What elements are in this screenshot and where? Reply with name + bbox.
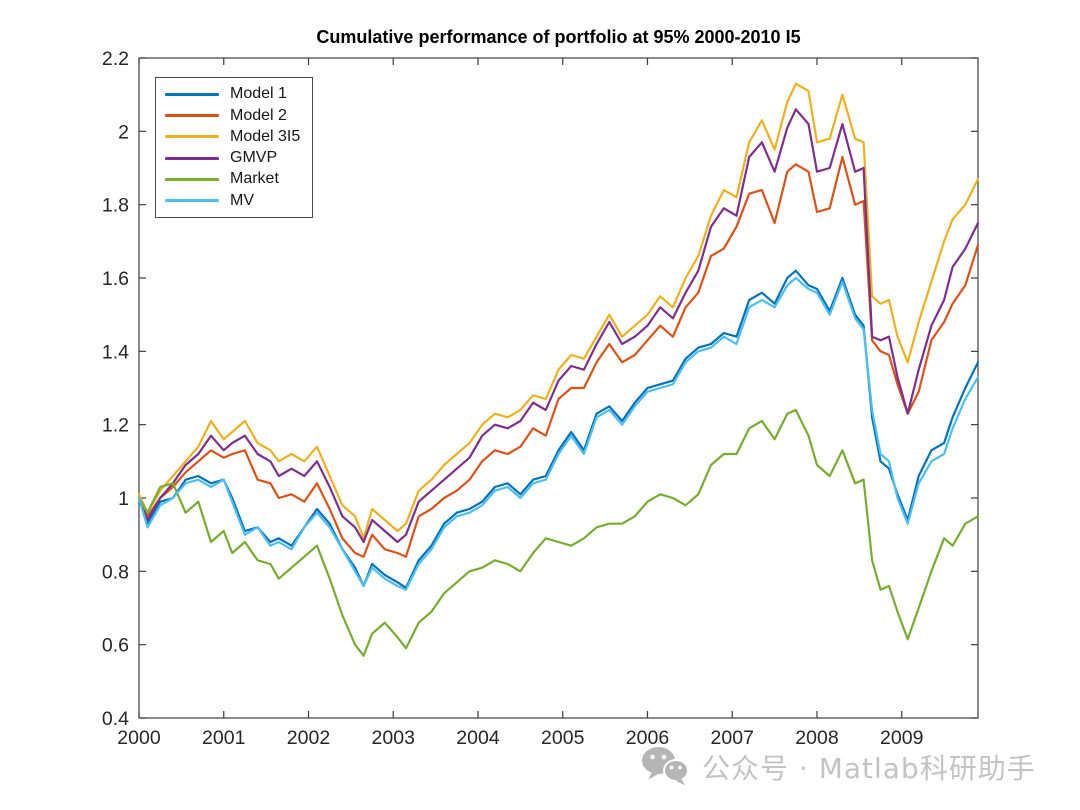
legend-item-gmvp: GMVP [165,150,312,166]
y-tick-label: 0.8 [102,561,129,583]
legend-item-label: Model 2 [230,106,287,124]
y-tick-label: 2.2 [102,48,129,70]
legend-item-mv: MV [165,191,312,209]
x-tick-label: 2000 [117,727,161,749]
legend-line-sample [165,199,219,203]
x-tick-label: 2006 [626,727,669,749]
legend-line-sample [165,92,219,96]
x-tick-label: 2004 [456,727,500,749]
y-tick-label: 1.8 [102,195,129,217]
legend-item-label: GMVP [230,149,278,167]
legend-item-label: Market [230,170,279,188]
x-tick-label: 2002 [287,727,330,749]
legend-line-sample [165,156,219,160]
legend-line-sample [165,177,219,181]
y-tick-label: 0.6 [102,635,129,657]
legend-item-model-2: Model 2 [165,106,312,124]
plot-box [138,57,979,719]
legend-line-sample [165,114,219,118]
x-tick-label: 2003 [372,727,415,749]
y-tick-label: 1.4 [102,341,129,363]
y-tick-label: 1.6 [102,268,129,290]
legend-item-label: MV [230,191,254,209]
plot-frame [138,57,979,719]
legend: Model 1 Model 2 Model 3I5 GMVP Market MV [155,77,313,218]
series-line-model-3i5 [137,82,980,540]
legend-item-label: Model 3I5 [230,127,301,145]
x-tick-label: 2001 [202,727,245,749]
wechat-icon [642,747,689,786]
x-tick-label: 2008 [795,727,838,749]
x-tick-label: 2009 [880,727,923,749]
x-tick-label: 2005 [541,727,585,749]
series-line-market [137,408,980,657]
legend-item-label: Model 1 [230,85,287,103]
y-tick-label: 0.4 [102,708,129,730]
x-tick-label: 2007 [711,727,754,749]
legend-item-model-1: Model 1 [165,86,312,102]
y-tick-label: 1.2 [102,415,129,437]
series-line-gmvp [137,108,980,544]
series-line-mv [137,276,980,591]
watermark: 公众号 · Matlab科研助手 [641,746,1036,788]
axis-ticks [138,57,978,719]
series-line-model-2 [137,155,980,558]
y-tick-label: 1 [118,488,129,510]
legend-item-market: Market [165,171,312,187]
series-line-model-1 [137,269,980,589]
watermark-text: 公众号 · Matlab科研助手 [702,752,1036,785]
chart-title: Cumulative performance of portfolio at 9… [316,27,801,47]
axis-tick-labels: 2000 2001 2002 2003 2004 2005 2006 2007 2008 2009… [102,48,924,749]
legend-item-model-3i5: Model 3I5 [165,127,312,145]
y-tick-label: 2 [118,121,129,143]
plot-series [137,82,980,657]
legend-line-sample [165,135,219,139]
